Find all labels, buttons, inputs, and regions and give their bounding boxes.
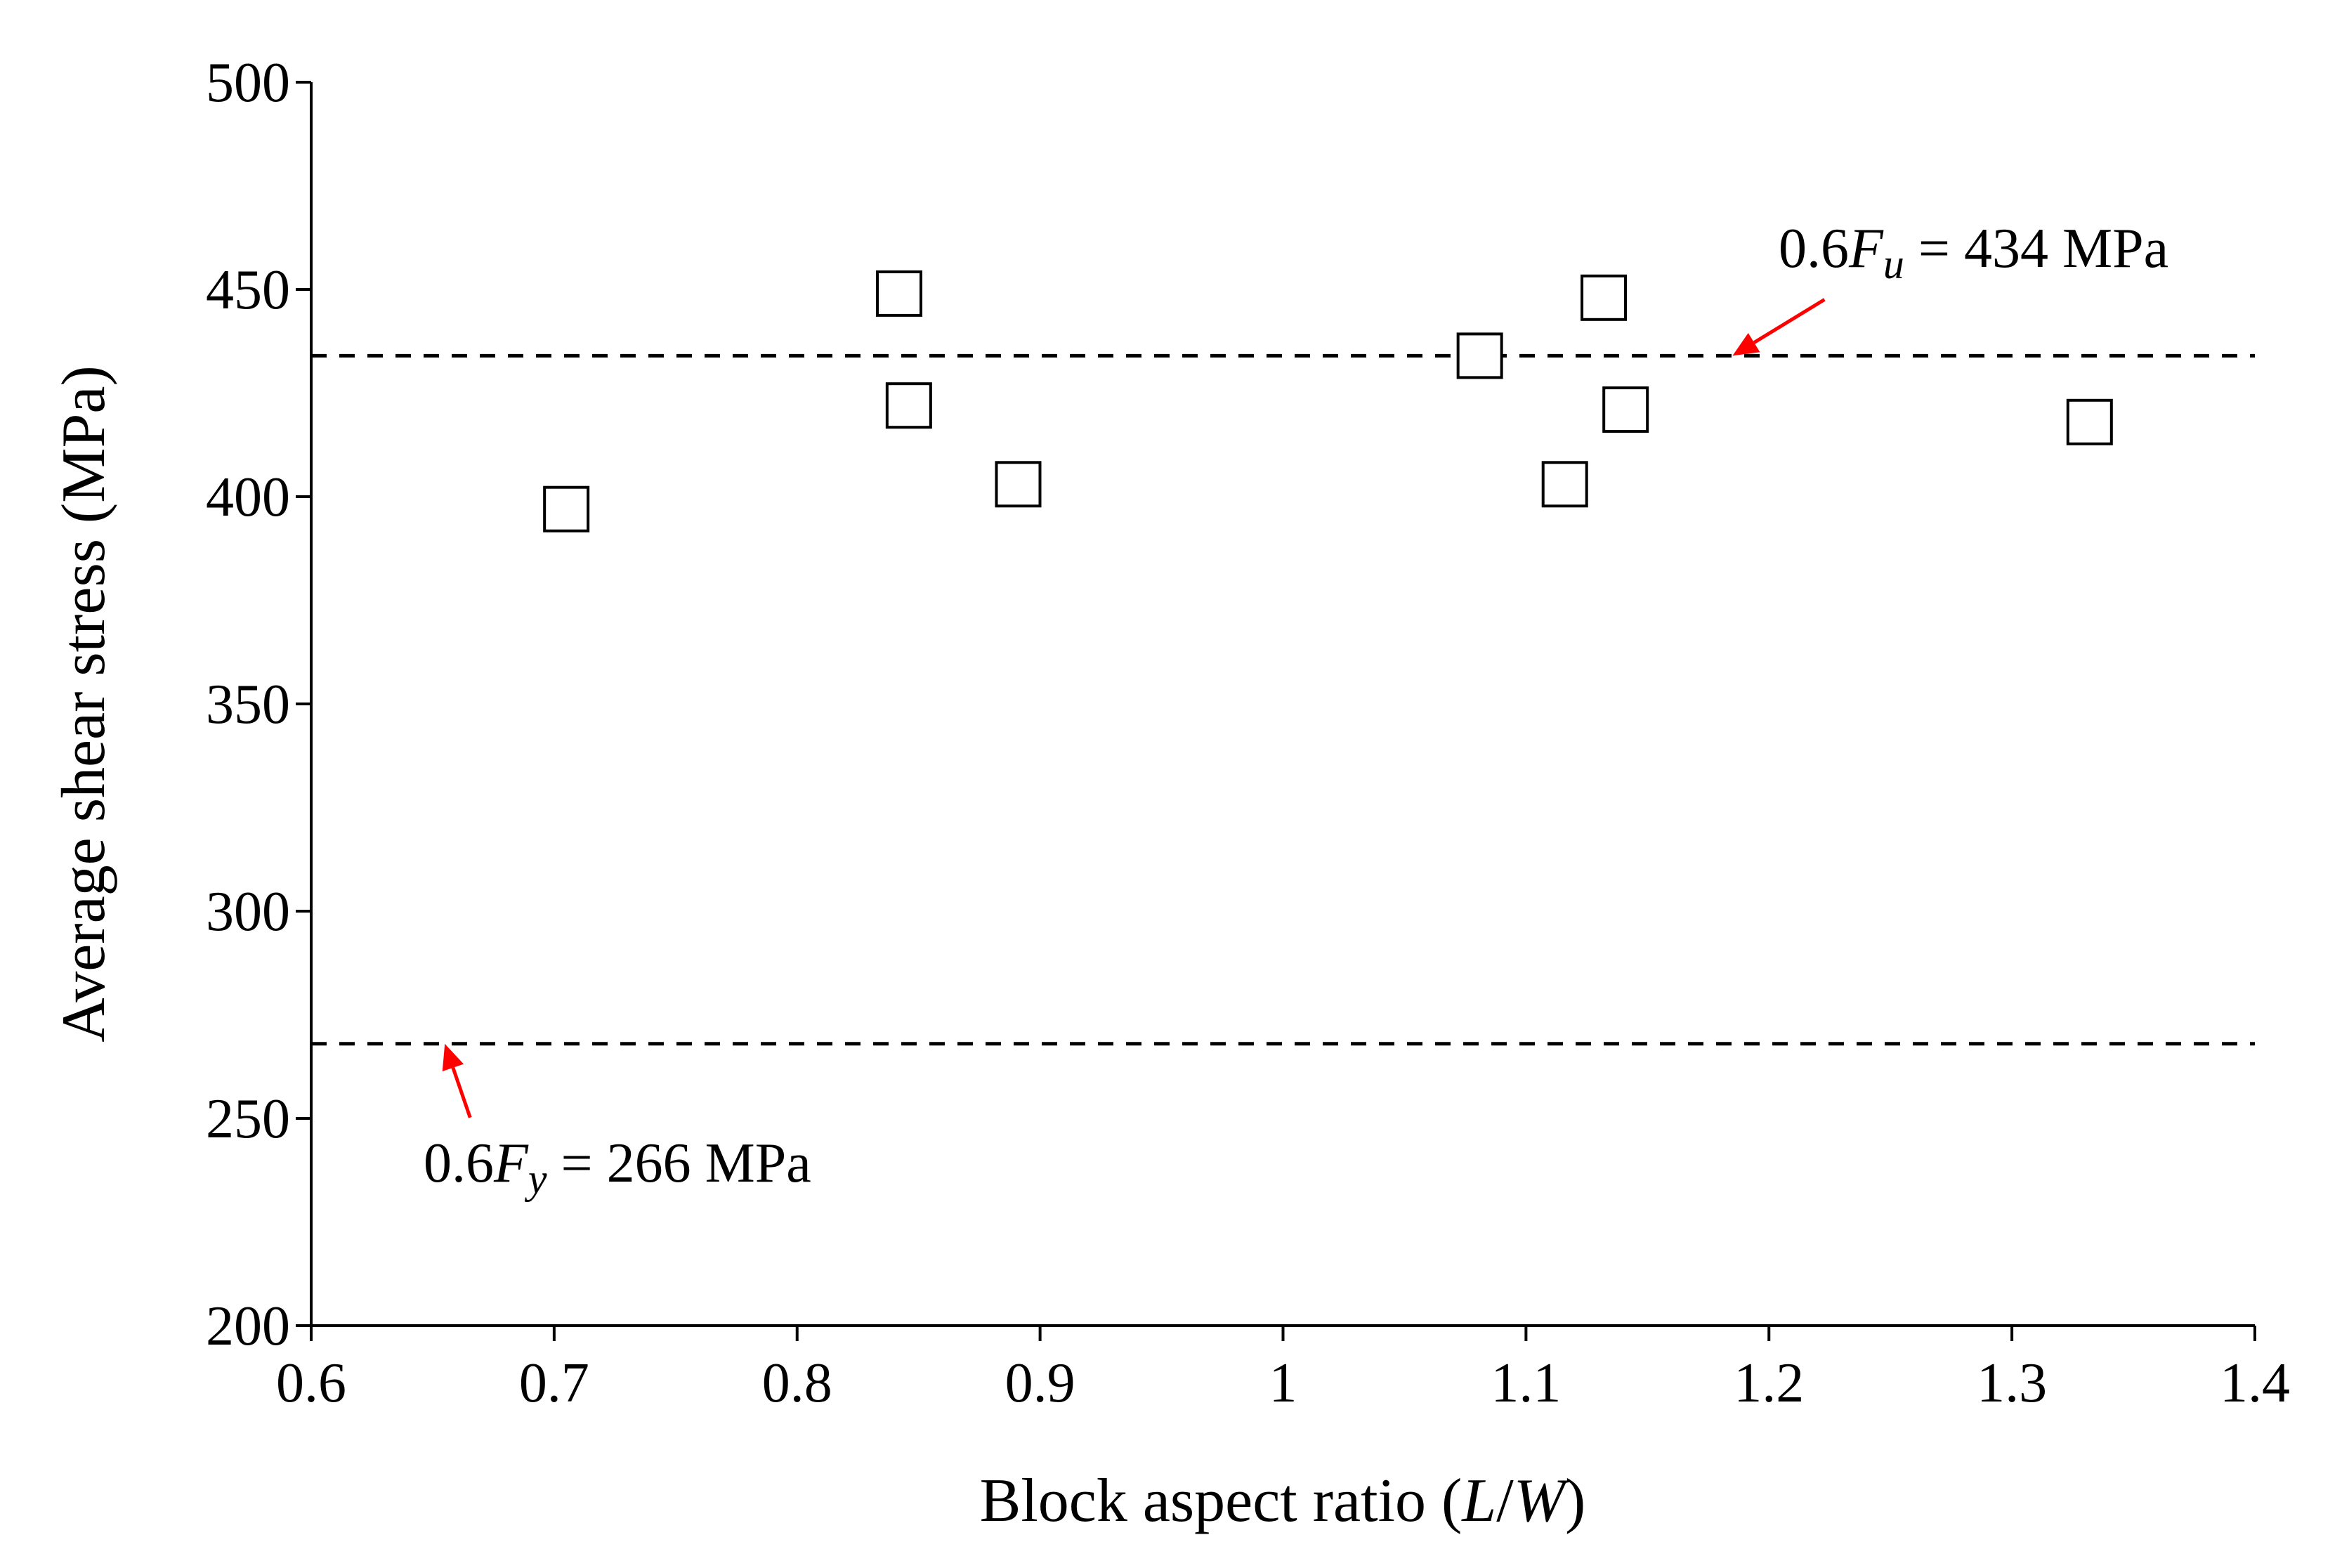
y-ticks: 200 250 300 350 400 450 500 [206, 52, 311, 1357]
data-point [1581, 274, 1628, 321]
x-tick-label: 1.3 [1977, 1352, 2047, 1414]
y-tick-label: 300 [206, 881, 290, 943]
data-markers [543, 270, 2113, 533]
y-tick-label: 500 [206, 52, 290, 114]
x-tick-label: 0.6 [276, 1352, 346, 1414]
annotation-fu-F: F [1848, 218, 1884, 280]
annotation-fu-eq: = 434 MPa [1904, 218, 2168, 280]
x-tick-label: 1.1 [1491, 1352, 1561, 1414]
annotation-arrows [442, 298, 1826, 1118]
x-axis-title-prefix: Block aspect ratio ( [980, 1467, 1463, 1535]
data-point [1602, 386, 1649, 433]
arrow-06fu-shaft [1753, 298, 1826, 344]
y-tick-label: 250 [206, 1088, 290, 1150]
x-tick-label: 0.7 [519, 1352, 589, 1414]
arrow-06fy-shaft [451, 1067, 472, 1118]
annotation-fy-F: F [493, 1132, 529, 1194]
y-tick-label: 400 [206, 466, 290, 528]
x-axis-title-L: L [1460, 1467, 1496, 1535]
y-tick-label: 200 [206, 1295, 290, 1357]
x-axis-title-slash: / [1496, 1467, 1514, 1535]
annotation-fy-eq: = 266 MPa [547, 1132, 811, 1194]
x-axis-title-W: W [1514, 1467, 1570, 1535]
x-tick-label: 0.9 [1005, 1352, 1075, 1414]
data-point [2066, 398, 2113, 445]
y-tick-label: 450 [206, 259, 290, 321]
data-point [1456, 332, 1503, 379]
annotation-fu: 0.6Fu = 434 MPa [1779, 218, 2168, 287]
data-point [1541, 461, 1588, 508]
y-axis-title: Average shear stress (MPa) [50, 365, 118, 1043]
annotation-fy-sub: y [524, 1156, 547, 1202]
reference-lines [311, 353, 2255, 1046]
x-axis-title-suffix: ) [1565, 1467, 1585, 1535]
x-tick-label: 0.8 [762, 1352, 832, 1414]
plot-area: 200 250 300 350 400 450 500 0.6 0.7 0.8 0.9 1 1.1 1.… [206, 52, 2290, 1414]
y-tick-label: 350 [206, 674, 290, 736]
arrow-06fu-head [1732, 332, 1760, 356]
x-axis-title: Block aspect ratio (L/W) [980, 1467, 1586, 1535]
x-ticks: 0.6 0.7 0.8 0.9 1 1.1 1.2 1.3 1.4 [276, 1326, 2290, 1414]
data-point [885, 382, 932, 429]
data-point [995, 461, 1042, 508]
data-point [876, 270, 923, 317]
data-point [543, 485, 590, 533]
annotation-fu-coef: 0.6 [1779, 218, 1849, 280]
x-tick-label: 1.4 [2220, 1352, 2290, 1414]
annotation-fu-sub: u [1883, 241, 1904, 287]
x-tick-label: 1.2 [1734, 1352, 1804, 1414]
arrow-06fy-head [442, 1043, 464, 1072]
annotation-fy-coef: 0.6 [424, 1132, 494, 1194]
annotations: 0.6Fu = 434 MPa 0.6Fy = 266 MPa [424, 218, 2168, 1202]
annotation-fy: 0.6Fy = 266 MPa [424, 1132, 811, 1202]
x-tick-label: 1 [1269, 1352, 1297, 1414]
